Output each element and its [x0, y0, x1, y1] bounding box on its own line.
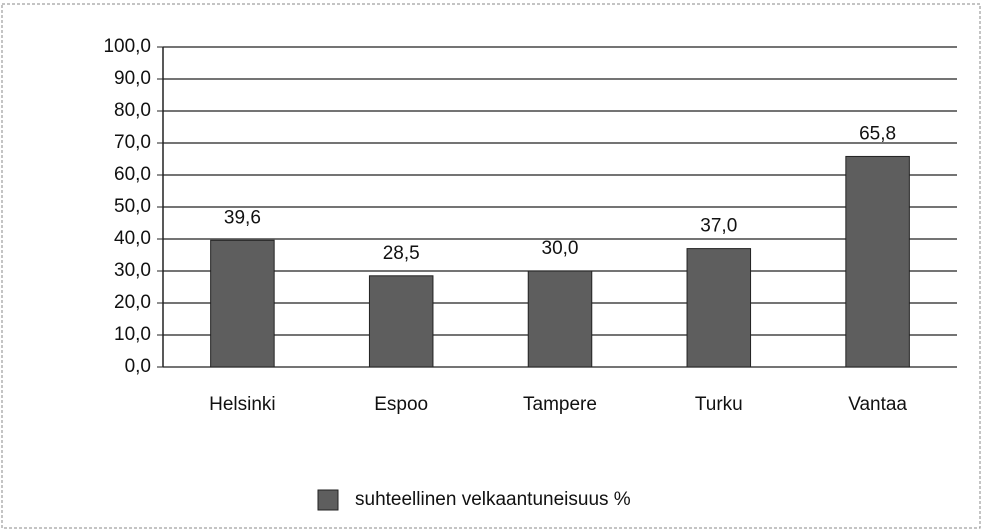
- y-tick-label: 40,0: [114, 228, 151, 249]
- data-label: 65,8: [859, 123, 896, 144]
- bar: [686, 248, 752, 368]
- y-tick-label: 80,0: [114, 100, 151, 121]
- y-tick-label: 100,0: [103, 36, 151, 57]
- y-tick-label: 20,0: [114, 292, 151, 313]
- y-tick-label: 0,0: [125, 356, 151, 377]
- legend-label: suhteellinen velkaantuneisuus %: [355, 489, 631, 510]
- bar: [368, 275, 434, 368]
- x-tick-label: Helsinki: [209, 394, 276, 415]
- bar: [845, 155, 910, 368]
- legend-swatch: [317, 489, 339, 511]
- data-label: 39,6: [224, 207, 261, 228]
- x-tick-label: Turku: [695, 394, 743, 415]
- x-tick-label: Tampere: [523, 394, 597, 415]
- bar: [210, 239, 275, 368]
- x-tick-label: Vantaa: [848, 394, 907, 415]
- y-tick-label: 70,0: [114, 132, 151, 153]
- y-tick-label: 90,0: [114, 68, 151, 89]
- y-tick-label: 50,0: [114, 196, 151, 217]
- y-tick-label: 60,0: [114, 164, 151, 185]
- data-label: 28,5: [383, 243, 420, 264]
- y-tick-label: 10,0: [114, 324, 151, 345]
- x-tick-label: Espoo: [374, 394, 428, 415]
- data-label: 30,0: [542, 238, 579, 259]
- data-label: 37,0: [700, 216, 737, 237]
- bar: [527, 270, 593, 368]
- chart-border: [1, 3, 981, 529]
- y-tick-label: 30,0: [114, 260, 151, 281]
